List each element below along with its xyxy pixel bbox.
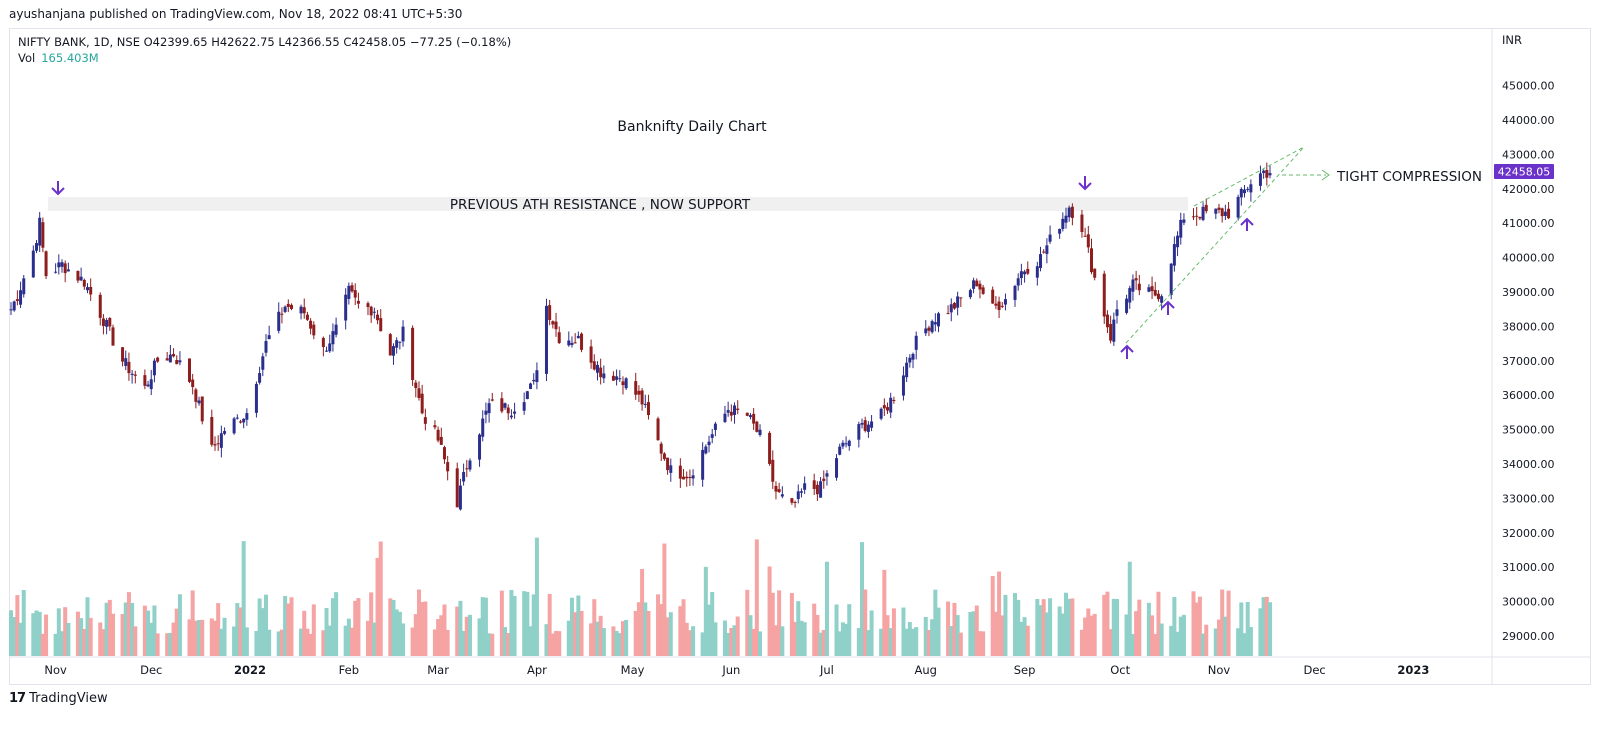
volume-legend: Vol 165.403M xyxy=(18,50,511,66)
currency-label: INR xyxy=(1502,33,1522,47)
tradingview-logo-icon: 17 xyxy=(9,691,26,706)
tradingview-brand[interactable]: 17 TradingView xyxy=(9,691,108,706)
volume-value: 165.403M xyxy=(41,51,99,65)
symbol-ohlc-line: NIFTY BANK, 1D, NSE O42399.65 H42622.75 … xyxy=(18,35,512,49)
symbol-legend: NIFTY BANK, 1D, NSE O42399.65 H42622.75 … xyxy=(18,34,511,66)
chart-frame[interactable] xyxy=(9,28,1591,685)
publisher-line: ayushanjana published on TradingView.com… xyxy=(9,7,463,21)
volume-label: Vol xyxy=(18,51,36,65)
brand-name: TradingView xyxy=(29,691,108,706)
